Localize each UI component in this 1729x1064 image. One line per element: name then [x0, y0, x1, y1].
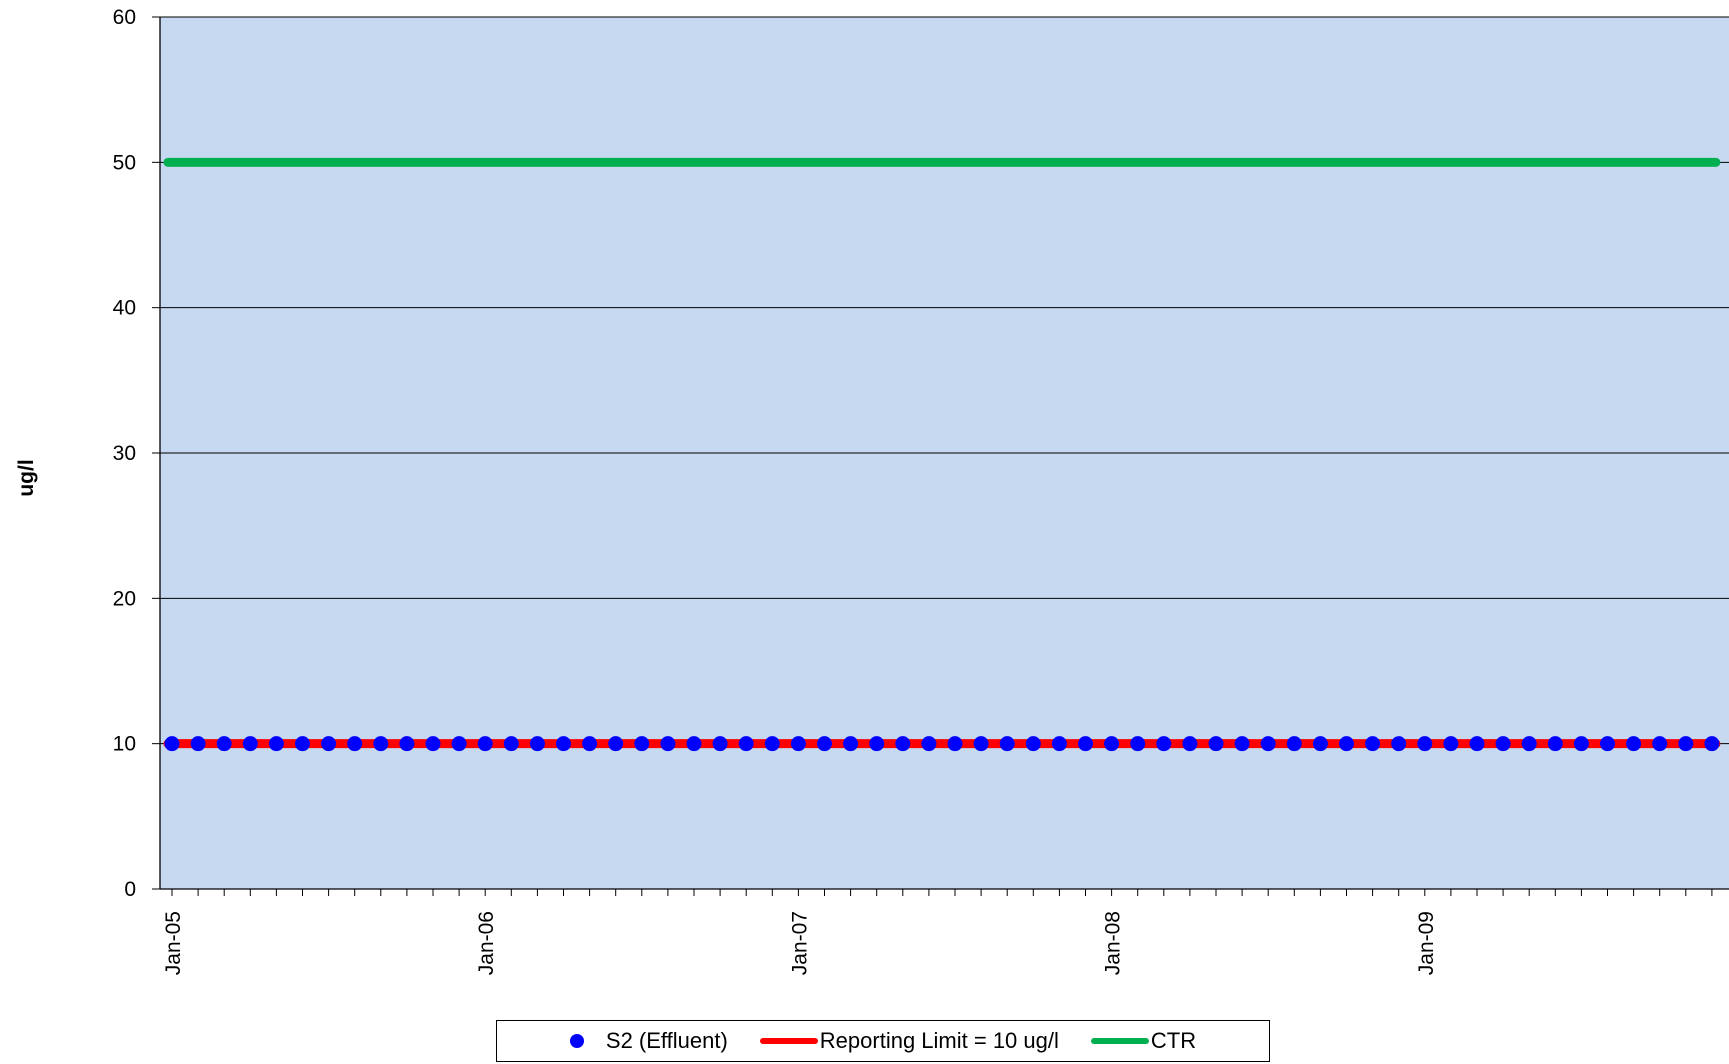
- s2-data-point: [503, 736, 519, 752]
- s2-data-point: [843, 736, 859, 752]
- s2-data-point: [1417, 736, 1433, 752]
- s2-data-point: [347, 736, 363, 752]
- y-tick-label: 30: [113, 442, 136, 465]
- legend-label-s2: S2 (Effluent): [605, 1028, 728, 1053]
- s2-data-point: [817, 736, 832, 752]
- s2-data-point: [1626, 736, 1642, 752]
- s2-data-point: [477, 736, 493, 752]
- s2-data-point: [216, 736, 232, 752]
- s2-data-point: [295, 736, 310, 752]
- s2-data-point: [425, 736, 441, 752]
- s2-data-point: [1365, 736, 1381, 752]
- s2-data-point: [1391, 736, 1407, 752]
- s2-data-point: [1025, 736, 1041, 752]
- s2-data-point: [451, 736, 467, 752]
- s2-data-point: [1286, 736, 1302, 752]
- s2-data-point: [1182, 736, 1198, 752]
- s2-data-point: [164, 736, 180, 752]
- y-tick-label: 20: [113, 587, 136, 610]
- y-axis-title: ug/l: [15, 459, 38, 496]
- s2-data-point: [268, 736, 284, 752]
- legend-marker-reporting-limit: [759, 1038, 818, 1044]
- s2-data-point: [1443, 736, 1459, 752]
- s2-data-point: [1051, 736, 1067, 752]
- s2-data-point: [608, 736, 624, 752]
- s2-data-point: [869, 736, 885, 752]
- y-tick-label: 50: [113, 151, 136, 174]
- s2-data-point: [999, 736, 1015, 752]
- series-points: [164, 736, 1720, 752]
- legend-label-reporting-limit: Reporting Limit = 10 ug/l: [819, 1028, 1059, 1053]
- s2-data-point: [529, 736, 545, 752]
- s2-data-point: [373, 736, 389, 752]
- s2-data-point: [921, 736, 937, 752]
- s2-data-point: [321, 736, 337, 752]
- y-axis-ticks: 0 10 20 30 40 50 60: [113, 6, 160, 901]
- s2-data-point: [399, 736, 415, 752]
- y-tick-label: 40: [113, 297, 136, 320]
- s2-data-point: [190, 736, 206, 752]
- x-tick-label: Jan-07: [788, 911, 811, 975]
- s2-data-point: [1312, 736, 1328, 752]
- s2-data-point: [242, 736, 258, 752]
- s2-data-point: [634, 736, 650, 752]
- s2-data-point: [660, 736, 676, 752]
- y-tick-label: 10: [113, 733, 136, 756]
- s2-data-point: [712, 736, 728, 752]
- x-axis-ticks: Jan-05 Jan-06 Jan-07 Jan-08 Jan-09: [162, 889, 1713, 975]
- s2-data-point: [582, 736, 598, 752]
- x-tick-label: Jan-08: [1102, 911, 1125, 975]
- legend-item-ctr: CTR: [1090, 1028, 1197, 1054]
- s2-data-point: [947, 736, 963, 752]
- s2-data-point: [790, 736, 806, 752]
- s2-data-point: [1104, 736, 1120, 752]
- s2-data-point: [1469, 736, 1485, 752]
- s2-data-point: [1130, 736, 1146, 752]
- x-tick-label: Jan-06: [475, 911, 498, 975]
- s2-data-point: [738, 736, 754, 752]
- s2-data-point: [686, 736, 702, 752]
- s2-data-point: [1495, 736, 1511, 752]
- s2-data-point: [1573, 736, 1589, 752]
- s2-data-point: [556, 736, 571, 752]
- legend-item-reporting-limit: Reporting Limit = 10 ug/l: [759, 1028, 1059, 1054]
- x-tick-label: Jan-09: [1415, 911, 1438, 975]
- legend-marker-s2: [569, 1034, 584, 1048]
- legend-marker-ctr: [1090, 1038, 1149, 1044]
- s2-data-point: [895, 736, 911, 752]
- s2-data-point: [973, 736, 989, 752]
- s2-data-point: [1600, 736, 1615, 752]
- s2-data-point: [1678, 736, 1694, 752]
- s2-data-point: [1521, 736, 1537, 752]
- s2-data-point: [764, 736, 780, 752]
- s2-data-point: [1208, 736, 1224, 752]
- y-tick-label: 0: [124, 878, 136, 901]
- s2-data-point: [1078, 736, 1093, 752]
- legend: S2 (Effluent) Reporting Limit = 10 ug/l …: [496, 1020, 1270, 1062]
- s2-data-point: [1652, 736, 1668, 752]
- s2-data-point: [1339, 736, 1354, 752]
- s2-data-point: [1234, 736, 1250, 752]
- s2-data-point: [1260, 736, 1276, 752]
- s2-data-point: [1547, 736, 1563, 752]
- legend-label-ctr: CTR: [1150, 1028, 1197, 1053]
- s2-data-point: [1156, 736, 1172, 752]
- x-tick-label: Jan-05: [162, 911, 185, 975]
- y-tick-label: 60: [113, 6, 136, 29]
- legend-item-s2: S2 (Effluent): [569, 1028, 728, 1054]
- s2-data-point: [1704, 736, 1720, 752]
